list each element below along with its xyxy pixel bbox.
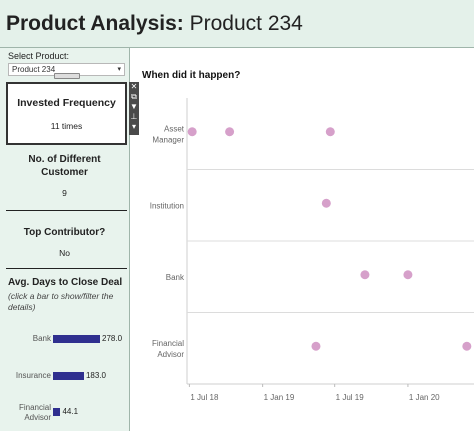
category-label: Asset xyxy=(164,124,185,133)
scatter-point[interactable] xyxy=(225,127,235,137)
scatter-point[interactable] xyxy=(187,127,197,137)
x-tick-label: 1 Jul 18 xyxy=(190,393,219,402)
x-tick-label: 1 Jan 19 xyxy=(264,393,295,402)
scatter-point[interactable] xyxy=(321,198,331,208)
top-contributor-value: No xyxy=(59,248,70,258)
x-tick-label: 1 Jul 19 xyxy=(336,393,365,402)
bar-value-financial-advisor: 44.1 xyxy=(62,407,79,416)
popout-icon[interactable]: ⧉ xyxy=(131,92,137,101)
select-product-label: Select Product: xyxy=(8,51,70,61)
avg-days-subtitle: (click a bar to show/filter the details) xyxy=(8,291,114,312)
customer-count-title-1: No. of Different xyxy=(28,154,101,165)
bar-insurance[interactable] xyxy=(53,372,84,380)
sidebar: Select Product: Product 234 ▾ Invested F… xyxy=(0,48,130,431)
drag-grip-handle[interactable] xyxy=(54,73,80,79)
bar-label-bank: Bank xyxy=(32,334,51,343)
category-label: Bank xyxy=(166,273,185,282)
category-label: Manager xyxy=(152,135,184,144)
bar-row-bank[interactable]: Bank 278.0 xyxy=(0,334,129,348)
scatter-point[interactable] xyxy=(325,127,335,137)
invested-frequency-value: 11 times xyxy=(50,121,83,131)
when-scatter-chart: Asset Manager Institution Bank Financial Advi… xyxy=(150,98,474,402)
close-icon[interactable]: ✕ xyxy=(130,82,138,91)
bar-row-financial-advisor[interactable]: Financial Advisor 44.1 xyxy=(0,403,129,427)
pin-icon[interactable]: ⊥ xyxy=(130,112,138,121)
customer-count-section: No. of Different Customer 9 xyxy=(0,153,129,198)
section-divider xyxy=(6,268,127,269)
title-product: Product 234 xyxy=(189,12,303,35)
scatter-point[interactable] xyxy=(403,270,413,280)
top-contributor-title: Top Contributor? xyxy=(23,227,106,238)
product-select-value: Product 234 xyxy=(12,65,56,74)
chart-title: When did it happen? xyxy=(142,70,241,81)
bar-bank[interactable] xyxy=(53,335,100,343)
scatter-point[interactable] xyxy=(360,270,370,280)
avg-days-title: Avg. Days to Close Deal xyxy=(8,277,123,288)
category-label: Advisor xyxy=(157,350,184,359)
bar-value-bank: 278.0 xyxy=(102,334,123,343)
invested-frequency-title: Invested Frequency xyxy=(17,97,116,109)
x-tick-label: 1 Jan 20 xyxy=(409,393,440,402)
customer-count-title-2: Customer xyxy=(41,167,88,178)
bar-label-financial-advisor-2: Advisor xyxy=(24,413,51,422)
more-icon[interactable]: ▾ xyxy=(131,122,136,131)
bar-row-insurance[interactable]: Insurance 183.0 xyxy=(0,371,129,385)
dropdown-arrow-icon[interactable]: ▾ xyxy=(117,66,121,73)
customer-count-value: 9 xyxy=(62,188,67,198)
scatter-point[interactable] xyxy=(462,341,472,351)
top-contributor-section: Top Contributor? No xyxy=(0,226,129,258)
bar-label-financial-advisor-1: Financial xyxy=(18,403,51,412)
header-bar: Product Analysis: Product 234 xyxy=(0,0,474,48)
page-title: Product Analysis: Product 234 xyxy=(6,12,303,36)
scatter-point[interactable] xyxy=(311,341,321,351)
category-label: Financial xyxy=(152,339,184,348)
title-label: Product Analysis: xyxy=(6,12,184,35)
invested-frequency-card[interactable]: Invested Frequency 11 times xyxy=(6,82,127,145)
category-label: Institution xyxy=(150,201,184,210)
bar-value-insurance: 183.0 xyxy=(85,371,106,380)
viz-toolbar: ✕ ⧉ ▼ ⊥ ▾ xyxy=(129,82,139,135)
bar-label-insurance: Insurance xyxy=(15,371,51,380)
filter-icon[interactable]: ▼ xyxy=(130,102,138,111)
section-divider xyxy=(6,210,127,211)
bar-financial-advisor[interactable] xyxy=(53,408,61,416)
